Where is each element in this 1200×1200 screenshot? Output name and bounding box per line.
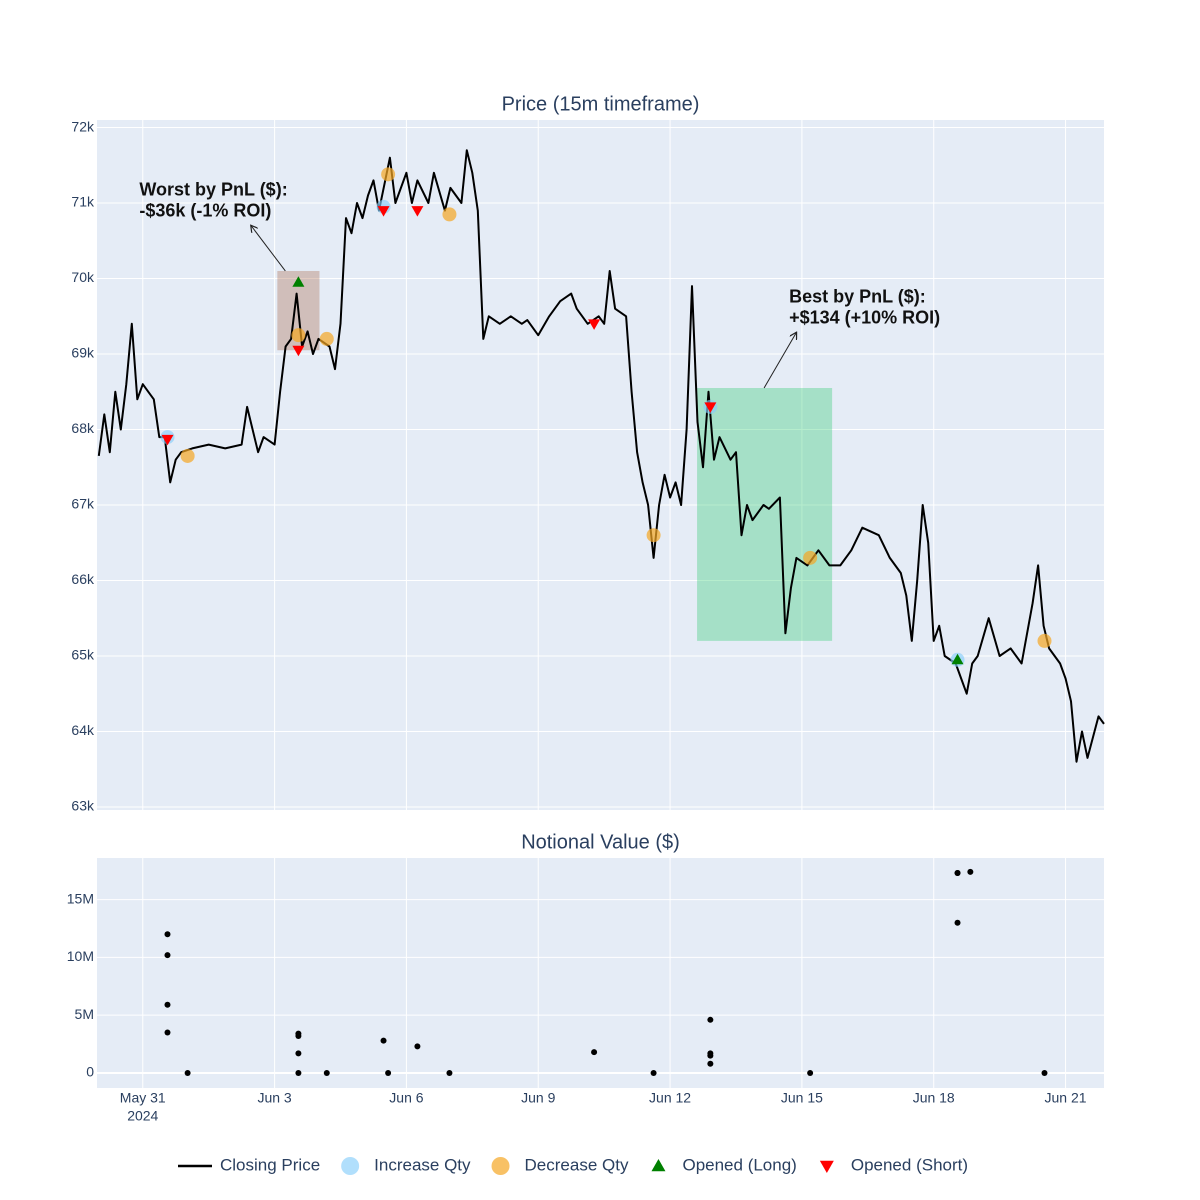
chart-panel: Price (15m timeframe) 63k 64k 65k 66k 67k 68k 6…	[71, 93, 1105, 814]
notional-point	[807, 1069, 814, 1076]
notional-point	[954, 919, 961, 926]
trade-marker	[377, 206, 390, 217]
notional-point	[650, 1069, 657, 1076]
trade-marker	[292, 345, 305, 357]
legend-label[interactable]: Opened (Long)	[682, 1155, 796, 1174]
plot-background	[97, 858, 1104, 1088]
notional-point	[591, 1049, 598, 1056]
trade-marker	[646, 528, 661, 543]
trade-marker	[291, 328, 306, 343]
trade-marker	[1037, 633, 1052, 648]
y-tick-label: 66k	[71, 571, 95, 587]
plot-background	[97, 120, 1104, 810]
trade-marker	[411, 206, 424, 217]
x-tick-label: Jun 3	[257, 1090, 291, 1106]
y-tick-label: 70k	[71, 269, 95, 285]
trade-marker	[704, 402, 717, 413]
notional-point	[707, 1052, 714, 1059]
notional-point	[295, 1050, 302, 1057]
notional-point	[707, 1016, 714, 1023]
notional-point	[164, 931, 171, 938]
annotation-text: Worst by PnL ($):	[139, 180, 287, 200]
trade-marker	[588, 319, 601, 330]
trade-marker	[319, 331, 334, 346]
annotation-text: +$134 (+10% ROI)	[789, 308, 940, 328]
trade-marker	[442, 207, 457, 222]
trade-marker	[951, 653, 964, 665]
y-tick-label: 15M	[67, 890, 94, 906]
y-tick-label: 63k	[71, 798, 95, 814]
notional-point	[295, 1069, 302, 1076]
legend-swatch	[651, 1159, 666, 1172]
trade-marker	[803, 550, 818, 565]
legend-swatch	[819, 1160, 834, 1173]
x-tick-label: Jun 12	[649, 1090, 691, 1106]
y-tick-label: 0	[86, 1064, 94, 1080]
legend-label[interactable]: Increase Qty	[374, 1155, 471, 1174]
y-tick-label: 65k	[71, 647, 95, 663]
annotation-text: -$36k (-1% ROI)	[139, 201, 271, 221]
annotation-text: Best by PnL ($):	[789, 287, 926, 307]
annotation-arrow	[763, 333, 796, 389]
highlight-region	[697, 387, 833, 641]
y-tick-label: 67k	[71, 496, 95, 512]
notional-point	[380, 1037, 387, 1044]
legend-item[interactable]: Closing Price	[178, 1155, 320, 1174]
notional-point	[954, 870, 961, 877]
notional-point	[295, 1032, 302, 1039]
trade-marker	[292, 276, 305, 287]
trade-marker	[161, 434, 174, 446]
legend: Closing Price Increase Qty Decrease Qty Ope…	[178, 1155, 968, 1175]
x-tick-label: Jun 21	[1045, 1090, 1087, 1106]
notional-point	[164, 1001, 171, 1008]
legend-label[interactable]: Closing Price	[220, 1155, 320, 1174]
notional-point	[164, 952, 171, 959]
trade-marker	[180, 448, 195, 463]
notional-point	[446, 1069, 453, 1076]
notional-point	[707, 1060, 714, 1067]
x-tick-label: Jun 9	[521, 1090, 555, 1106]
x-tick-label: Jun 15	[781, 1090, 823, 1106]
chart-title: Notional Value ($)	[521, 831, 680, 853]
chart-panel: Notional Value ($) May 31 2024 Jun 3 Jun 6 Ju…	[67, 831, 1104, 1124]
y-tick-label: 5M	[75, 1006, 94, 1022]
y-tick-label: 71k	[71, 194, 95, 210]
notional-point	[967, 868, 974, 875]
notional-point	[385, 1069, 392, 1076]
price-line	[97, 149, 1105, 763]
notional-point	[184, 1069, 191, 1076]
y-tick-label: 64k	[71, 722, 95, 738]
y-tick-label: 10M	[67, 948, 94, 964]
notional-point	[1041, 1069, 1048, 1076]
legend-label[interactable]: Opened (Short)	[851, 1155, 968, 1174]
legend-swatch	[341, 1157, 360, 1175]
x-tick-label: May 31	[120, 1090, 166, 1106]
y-tick-label: 68k	[71, 420, 95, 436]
legend-item[interactable]: Opened (Long)	[651, 1155, 797, 1174]
x-tick-label: Jun 6	[389, 1090, 423, 1106]
x-tick-sublabel: 2024	[127, 1108, 158, 1124]
x-tick-label: Jun 18	[913, 1090, 955, 1106]
legend-swatch	[491, 1157, 510, 1175]
notional-point	[323, 1069, 330, 1076]
y-tick-label: 69k	[71, 345, 95, 361]
notional-point	[164, 1029, 171, 1036]
trade-marker	[381, 167, 396, 182]
legend-item[interactable]: Increase Qty	[341, 1155, 471, 1175]
chart-title: Price (15m timeframe)	[502, 93, 700, 115]
notional-point	[414, 1043, 421, 1050]
legend-item[interactable]: Decrease Qty	[491, 1155, 629, 1175]
y-tick-label: 72k	[71, 118, 95, 134]
legend-item[interactable]: Opened (Short)	[819, 1155, 968, 1174]
legend-label[interactable]: Decrease Qty	[525, 1155, 629, 1174]
annotation-arrow	[251, 226, 286, 272]
